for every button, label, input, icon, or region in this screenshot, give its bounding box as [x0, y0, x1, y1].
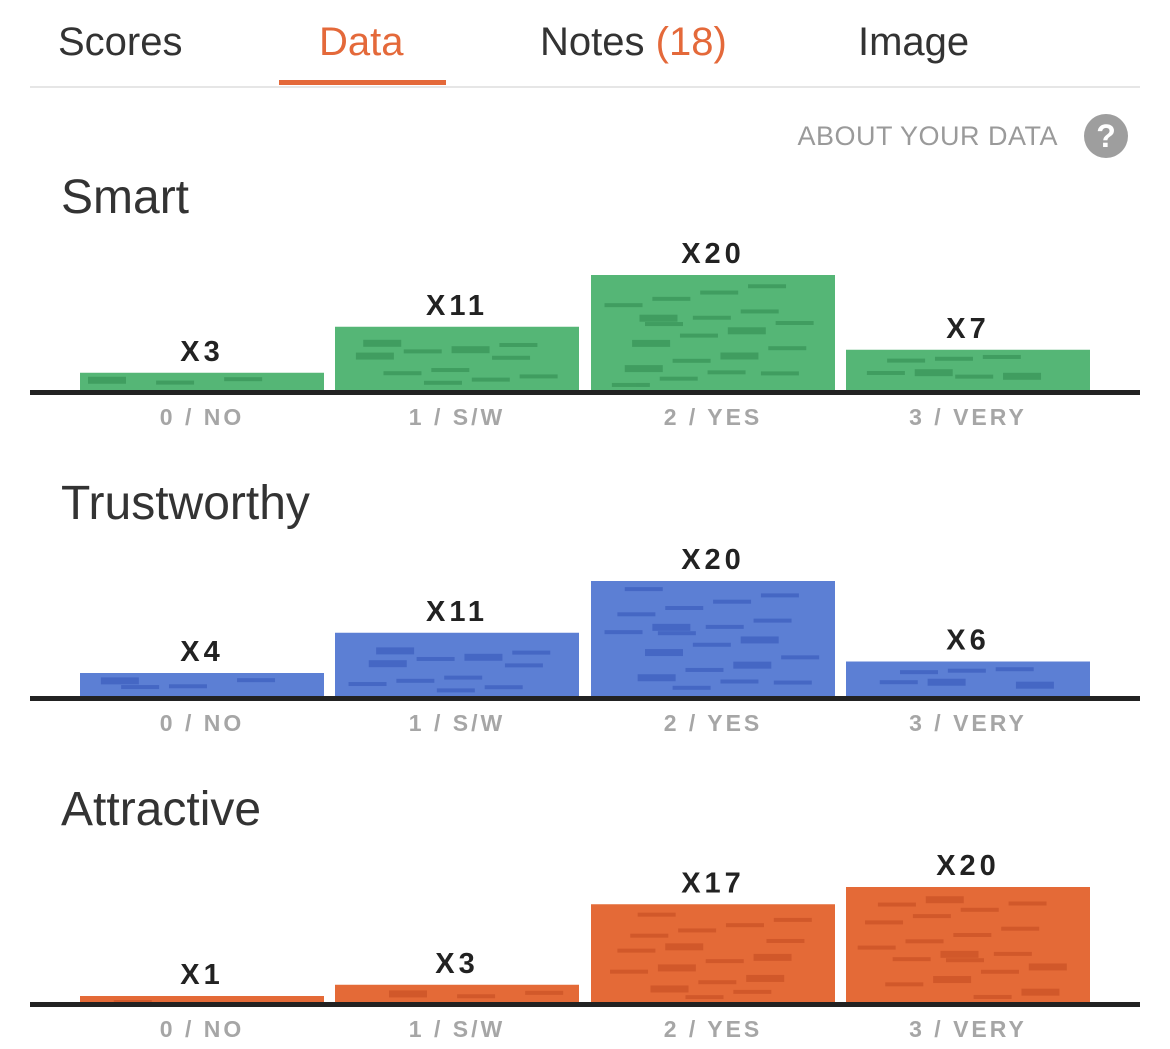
category-tick-label: 0 / NO	[160, 404, 244, 430]
bar-texture	[879, 667, 1054, 689]
category-tick-label: 0 / NO	[160, 1016, 244, 1042]
tab-scores[interactable]: Scores	[58, 20, 183, 64]
bar-texture	[610, 912, 812, 1000]
x-axis-baseline	[30, 1002, 1140, 1007]
bar-0-no	[80, 996, 324, 1002]
bar-value-label: X11	[426, 596, 488, 628]
bar-value-label: X6	[946, 625, 989, 657]
bar-texture	[348, 647, 551, 693]
bar-value-label: X3	[180, 336, 223, 368]
x-axis-baseline	[30, 390, 1140, 395]
chart-title-trustworthy: Trustworthy	[61, 477, 310, 530]
bar-texture	[604, 284, 814, 387]
notes-count: (18)	[655, 20, 727, 64]
bar-value-label: X17	[681, 867, 745, 899]
bar-texture	[604, 587, 820, 690]
tab-notes[interactable]: Notes (18)	[540, 18, 727, 66]
category-tick-label: 2 / YES	[664, 1016, 763, 1042]
category-tick-label: 3 / VERY	[909, 404, 1027, 430]
tab-image[interactable]: Image	[858, 20, 970, 64]
bar-texture	[857, 896, 1067, 999]
bar-texture	[355, 339, 558, 385]
bar-0-no	[80, 372, 324, 390]
bar-value-label: X20	[681, 238, 745, 270]
bar-value-label: X4	[180, 636, 223, 668]
bar-3-very	[846, 661, 1090, 696]
smart-bar-chart: X3 0 / NO X11 1 / S/W X20 2 / YES X7 3 / VERY	[30, 238, 1140, 430]
bar-value-label: X11	[426, 290, 488, 322]
bar-texture	[389, 990, 564, 999]
bar-2-yes	[591, 581, 835, 696]
category-tick-label: 1 / S/W	[409, 404, 505, 430]
help-circle-icon[interactable]: ?	[1084, 114, 1128, 158]
trustworthy-bar-chart: X4 0 / NO X11 1 / S/W X20 2 / YES X6 3 / VERY	[30, 544, 1140, 736]
category-tick-label: 2 / YES	[664, 404, 763, 430]
tab-bar: Scores Data Notes (18) Image	[30, 0, 1140, 88]
category-tick-label: 1 / S/W	[409, 710, 505, 736]
category-tick-label: 3 / VERY	[909, 710, 1027, 736]
active-tab-indicator	[279, 80, 446, 85]
x-axis-baseline	[30, 696, 1140, 701]
bar-value-label: X1	[180, 959, 223, 991]
bar-value-label: X7	[946, 313, 989, 345]
about-your-data-label: ABOUT YOUR DATA	[797, 120, 1058, 151]
about-your-data-link[interactable]: ABOUT YOUR DATA ?	[797, 114, 1128, 158]
tab-data[interactable]: Data	[319, 20, 404, 64]
bar-value-label: X20	[681, 544, 745, 576]
chart-title-smart: Smart	[61, 171, 190, 224]
category-tick-label: 3 / VERY	[909, 1016, 1027, 1042]
category-tick-label: 2 / YES	[664, 710, 763, 736]
chart-title-attractive: Attractive	[61, 783, 262, 836]
category-tick-label: 0 / NO	[160, 710, 244, 736]
category-tick-label: 1 / S/W	[409, 1016, 505, 1042]
bar-texture	[866, 354, 1042, 380]
bar-texture	[88, 376, 263, 385]
attractive-bar-chart: X1 0 / NO X3 1 / S/W X17 2 / YES X20 3 / VERY	[30, 850, 1140, 1042]
bar-value-label: X20	[936, 850, 1000, 882]
tab-notes-label: Notes	[540, 20, 645, 64]
bar-3-very	[846, 349, 1090, 390]
bar-texture	[100, 677, 276, 690]
bar-value-label: X3	[435, 948, 478, 980]
bar-1-s-w	[335, 984, 579, 1002]
